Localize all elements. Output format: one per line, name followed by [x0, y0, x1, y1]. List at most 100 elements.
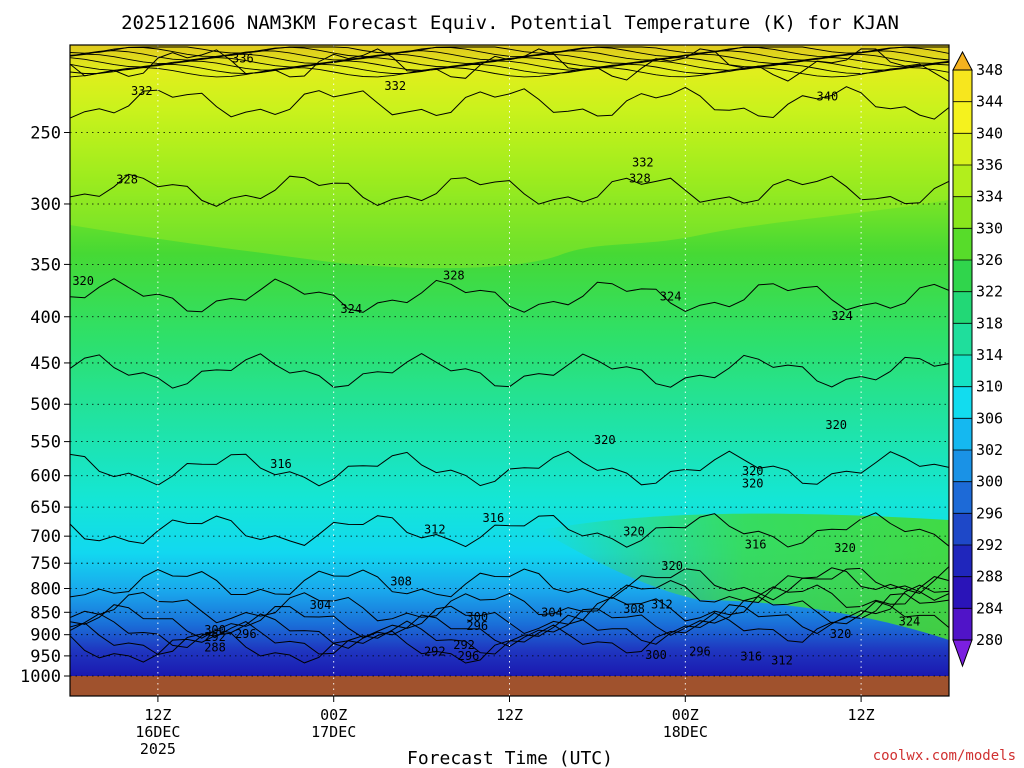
contour-label: 288 [204, 641, 226, 655]
colorbar-tick-label: 284 [976, 599, 1003, 617]
contour-label: 320 [742, 476, 764, 490]
contour-label: 308 [623, 602, 645, 616]
contour-label: 320 [594, 433, 616, 447]
colorbar-tick-label: 340 [976, 124, 1003, 142]
contour-label: 292 [424, 645, 446, 659]
upper-contour-line [70, 67, 949, 78]
x-tick-label: 12Z [848, 706, 875, 724]
colorbar-tick-label: 306 [976, 409, 1003, 427]
contour-label: 324 [831, 309, 853, 323]
contour-label: 320 [661, 559, 683, 573]
upper-warm-band [70, 45, 949, 269]
colorbar-tick-label: 344 [976, 93, 1003, 111]
contour-line-328 [70, 173, 949, 207]
contour-label: 320 [834, 541, 856, 555]
colorbar-cell [953, 576, 972, 609]
y-tick-label: 600 [30, 467, 61, 487]
colorbar-tick-label: 302 [976, 441, 1003, 459]
x-tick-label: 2025 [140, 740, 176, 758]
colorbar-tick-label: 348 [976, 61, 1003, 79]
colorbar: 348 344 340 336 334 330 326 322 318 314 310 306 302 3… [952, 50, 1003, 668]
colorbar-cell [953, 418, 972, 450]
contour-line-288 [70, 600, 949, 664]
x-tick-label: 17DEC [311, 723, 356, 741]
contour-label: 332 [131, 84, 153, 98]
colorbar-tick-label: 326 [976, 251, 1003, 269]
contour-label: 336 [232, 51, 254, 65]
colorbar-cell [953, 165, 972, 197]
y-tick-label: 900 [30, 626, 61, 646]
colorbar-cell [953, 291, 972, 324]
contour-label: 324 [660, 290, 682, 304]
contour-label: 304 [541, 606, 563, 620]
ground-surface [70, 676, 949, 696]
contour-label: 320 [742, 464, 764, 478]
contour-label: 332 [632, 156, 654, 170]
contour-label: 324 [899, 614, 921, 628]
contour-label: 300 [466, 610, 488, 624]
contour-line-312 [70, 512, 949, 548]
contour-label: 320 [623, 525, 645, 539]
contour-label: 328 [443, 268, 465, 282]
credit-text: coolwx.com/models [873, 748, 1016, 764]
gridlines [70, 45, 949, 696]
upper-contour-line [70, 46, 949, 54]
y-tick-label: 550 [30, 433, 61, 453]
y-tick-label: 1000 [20, 667, 61, 687]
x-tick-label: 16DEC [135, 723, 180, 741]
y-tick-label: 400 [30, 308, 61, 328]
x-tick-label: 12Z [496, 706, 523, 724]
contour-label: 320 [830, 627, 852, 641]
contour-label: 320 [825, 418, 847, 432]
y-tick-label: 450 [30, 354, 61, 374]
y-tick-label: 950 [30, 647, 61, 667]
y-tick-label: 800 [30, 580, 61, 600]
colorbar-cell [953, 386, 972, 419]
contour-label: 312 [424, 522, 446, 536]
contour-label: 304 [310, 598, 332, 612]
upper-contour-line [70, 60, 949, 71]
contour-label: 316 [745, 537, 767, 551]
warm-moist-region [540, 513, 949, 640]
colorbar-cell [953, 70, 972, 102]
colorbar-tick-label: 318 [976, 314, 1003, 332]
colorbar-tick-label: 292 [976, 536, 1003, 554]
contour-label: 296 [235, 627, 257, 641]
upper-contour-line [70, 57, 949, 68]
contour-label: 296 [689, 645, 711, 659]
colorbar-tick-label: 300 [976, 473, 1003, 491]
colorbar-cell [953, 196, 972, 229]
contour-label: 312 [651, 597, 673, 611]
x-axis-title: Forecast Time (UTC) [407, 748, 613, 768]
colorbar-tick-label: 322 [976, 283, 1003, 301]
contour-label: 312 [771, 653, 793, 667]
colorbar-bottom-arrow [952, 639, 973, 668]
colorbar-cell [953, 513, 972, 545]
colorbar-tick-label: 314 [976, 346, 1003, 364]
contour-label: 332 [384, 79, 406, 93]
contour-label: 340 [817, 89, 839, 103]
colorbar-cell [953, 133, 972, 165]
contour-line-292 [70, 593, 949, 656]
x-tick-label: 00Z [320, 706, 347, 724]
colorbar-cell [953, 450, 972, 482]
y-tick-label: 500 [30, 395, 61, 415]
colorbar-cell [953, 260, 972, 292]
colorbar-tick-label: 310 [976, 378, 1003, 396]
colorbar-cell [953, 101, 972, 134]
colorbar-tick-label: 334 [976, 188, 1003, 206]
contour-label: 296 [458, 649, 480, 663]
contour-label: 324 [340, 302, 362, 316]
colorbar-tick-label: 296 [976, 504, 1003, 522]
y-axis: 250 300 350 400 450 500 550 600 650 700 750 800 850 9… [20, 123, 70, 687]
colorbar-tick-label: 330 [976, 219, 1003, 237]
colorbar-cell [953, 355, 972, 387]
colorbar-cell [953, 545, 972, 577]
contour-label: 292 [204, 630, 226, 644]
contour-line-304 [70, 566, 949, 624]
y-tick-label: 700 [30, 527, 61, 547]
contour-label: 320 [72, 274, 94, 288]
